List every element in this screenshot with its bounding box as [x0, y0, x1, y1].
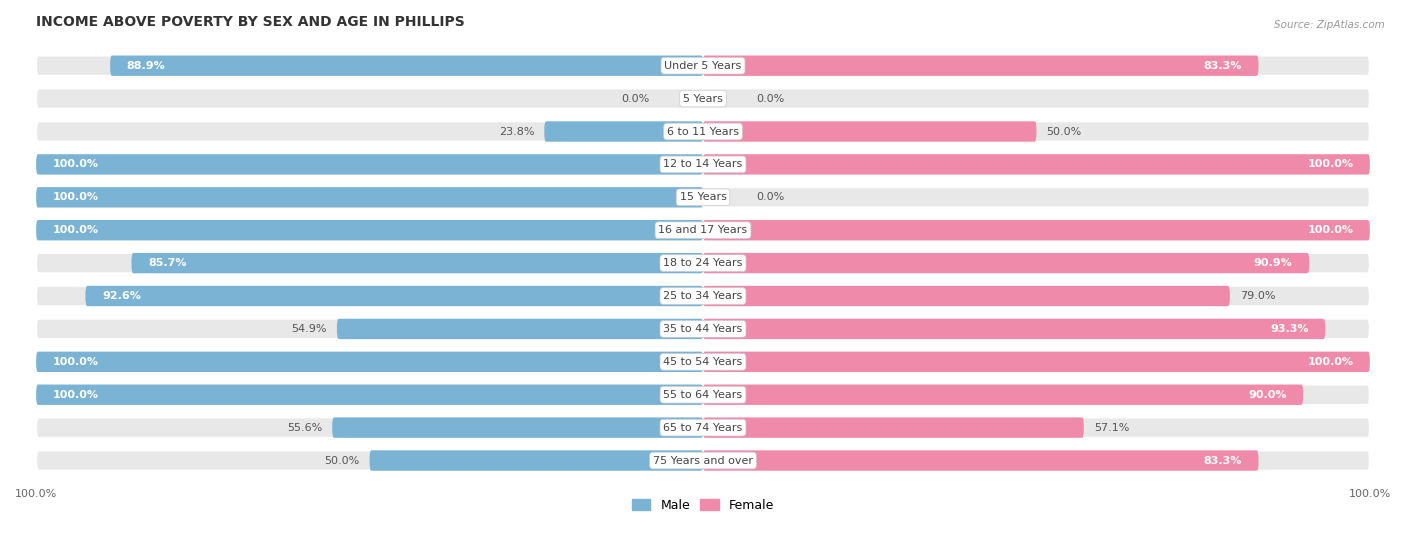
Text: 18 to 24 Years: 18 to 24 Years	[664, 258, 742, 268]
Text: 100.0%: 100.0%	[1308, 159, 1353, 169]
Text: 12 to 14 Years: 12 to 14 Years	[664, 159, 742, 169]
Text: 55 to 64 Years: 55 to 64 Years	[664, 390, 742, 400]
FancyBboxPatch shape	[703, 418, 1084, 438]
Text: 50.0%: 50.0%	[1046, 126, 1081, 136]
FancyBboxPatch shape	[37, 154, 703, 174]
Text: Under 5 Years: Under 5 Years	[665, 61, 741, 70]
Text: 100.0%: 100.0%	[53, 357, 98, 367]
Text: 45 to 54 Years: 45 to 54 Years	[664, 357, 742, 367]
FancyBboxPatch shape	[37, 187, 703, 207]
FancyBboxPatch shape	[703, 286, 1230, 306]
FancyBboxPatch shape	[703, 352, 1369, 372]
Text: 15 Years: 15 Years	[679, 192, 727, 202]
FancyBboxPatch shape	[132, 253, 703, 273]
Text: 0.0%: 0.0%	[756, 93, 785, 103]
Text: INCOME ABOVE POVERTY BY SEX AND AGE IN PHILLIPS: INCOME ABOVE POVERTY BY SEX AND AGE IN P…	[37, 15, 465, 29]
FancyBboxPatch shape	[37, 88, 1369, 109]
Text: 57.1%: 57.1%	[1094, 423, 1129, 433]
FancyBboxPatch shape	[370, 451, 703, 471]
Text: 0.0%: 0.0%	[621, 93, 650, 103]
FancyBboxPatch shape	[703, 253, 1309, 273]
FancyBboxPatch shape	[703, 451, 1258, 471]
Text: 79.0%: 79.0%	[1240, 291, 1275, 301]
Text: 85.7%: 85.7%	[148, 258, 187, 268]
Text: 23.8%: 23.8%	[499, 126, 534, 136]
Text: 100.0%: 100.0%	[53, 192, 98, 202]
Text: 55.6%: 55.6%	[287, 423, 322, 433]
Text: 16 and 17 Years: 16 and 17 Years	[658, 225, 748, 235]
FancyBboxPatch shape	[37, 319, 1369, 339]
Text: 92.6%: 92.6%	[103, 291, 141, 301]
FancyBboxPatch shape	[37, 385, 1369, 405]
Text: 50.0%: 50.0%	[325, 456, 360, 466]
FancyBboxPatch shape	[703, 220, 1369, 240]
FancyBboxPatch shape	[37, 121, 1369, 141]
Text: 100.0%: 100.0%	[53, 159, 98, 169]
FancyBboxPatch shape	[332, 418, 703, 438]
FancyBboxPatch shape	[110, 55, 703, 76]
FancyBboxPatch shape	[37, 220, 703, 240]
Text: 0.0%: 0.0%	[756, 192, 785, 202]
Text: 100.0%: 100.0%	[1308, 357, 1353, 367]
FancyBboxPatch shape	[37, 451, 1369, 471]
FancyBboxPatch shape	[37, 253, 1369, 273]
Text: 100.0%: 100.0%	[53, 225, 98, 235]
FancyBboxPatch shape	[37, 352, 1369, 372]
FancyBboxPatch shape	[37, 55, 1369, 76]
FancyBboxPatch shape	[37, 154, 1369, 174]
Text: 35 to 44 Years: 35 to 44 Years	[664, 324, 742, 334]
Text: 83.3%: 83.3%	[1204, 61, 1241, 70]
Text: 93.3%: 93.3%	[1270, 324, 1309, 334]
Text: Source: ZipAtlas.com: Source: ZipAtlas.com	[1274, 20, 1385, 30]
FancyBboxPatch shape	[37, 286, 1369, 306]
FancyBboxPatch shape	[37, 187, 1369, 207]
Text: 65 to 74 Years: 65 to 74 Years	[664, 423, 742, 433]
Text: 6 to 11 Years: 6 to 11 Years	[666, 126, 740, 136]
FancyBboxPatch shape	[37, 418, 1369, 438]
FancyBboxPatch shape	[544, 121, 703, 141]
Text: 90.9%: 90.9%	[1254, 258, 1292, 268]
Text: 100.0%: 100.0%	[53, 390, 98, 400]
FancyBboxPatch shape	[703, 121, 1036, 141]
Text: 100.0%: 100.0%	[1308, 225, 1353, 235]
Text: 90.0%: 90.0%	[1249, 390, 1286, 400]
Text: 54.9%: 54.9%	[291, 324, 326, 334]
Text: 5 Years: 5 Years	[683, 93, 723, 103]
FancyBboxPatch shape	[86, 286, 703, 306]
FancyBboxPatch shape	[703, 319, 1326, 339]
FancyBboxPatch shape	[703, 55, 1258, 76]
FancyBboxPatch shape	[337, 319, 703, 339]
FancyBboxPatch shape	[37, 385, 703, 405]
Text: 88.9%: 88.9%	[127, 61, 166, 70]
Text: 83.3%: 83.3%	[1204, 456, 1241, 466]
FancyBboxPatch shape	[37, 352, 703, 372]
Text: 75 Years and over: 75 Years and over	[652, 456, 754, 466]
FancyBboxPatch shape	[703, 154, 1369, 174]
FancyBboxPatch shape	[703, 385, 1303, 405]
FancyBboxPatch shape	[37, 220, 1369, 240]
Text: 25 to 34 Years: 25 to 34 Years	[664, 291, 742, 301]
Legend: Male, Female: Male, Female	[627, 494, 779, 517]
